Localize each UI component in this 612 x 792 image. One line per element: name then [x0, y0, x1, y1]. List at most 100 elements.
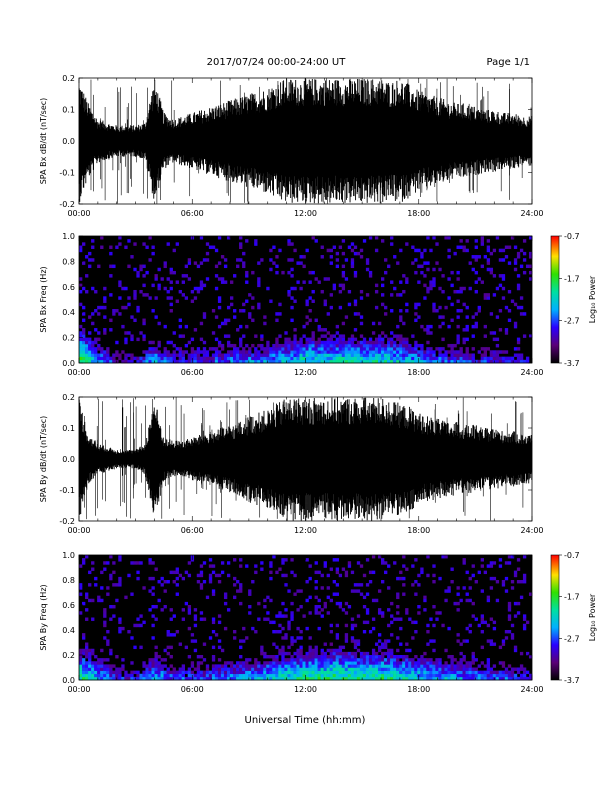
spectrogram-cell — [103, 658, 107, 662]
spectrogram-cell — [211, 564, 216, 568]
spectrogram-cell — [335, 664, 340, 668]
spectrogram-cell — [251, 580, 255, 584]
spectrogram-cell — [214, 573, 219, 578]
spectrogram-cell — [507, 617, 512, 621]
spectrogram-cell — [374, 676, 379, 681]
spectrogram-cell — [338, 350, 343, 354]
spectrogram-cell — [214, 676, 219, 681]
spectrogram-cell — [459, 353, 463, 357]
spectrogram-cell — [88, 350, 92, 354]
spectrogram-cell — [432, 356, 436, 361]
spectrogram-cell — [254, 239, 258, 243]
spectrogram-cell — [393, 658, 397, 662]
spectrogram-cell — [245, 661, 249, 665]
spectrogram-cell — [347, 664, 352, 668]
spectrogram-cell — [408, 347, 412, 351]
spectrogram-cell — [151, 245, 155, 249]
spectrogram-cell — [239, 564, 243, 568]
spectrogram-cell — [308, 636, 312, 640]
spectrogram-cell — [226, 353, 231, 357]
spectrogram-cell — [109, 555, 113, 559]
spectrogram-cell — [468, 356, 472, 361]
spectrogram-cell — [293, 299, 297, 303]
spectrogram-cell — [85, 642, 89, 646]
spectrogram-cell — [335, 251, 340, 256]
spectrogram-cell — [486, 248, 491, 253]
spectrogram-cell — [356, 589, 361, 593]
spectrogram-cell — [447, 664, 451, 668]
spectrogram-cell — [223, 626, 228, 631]
spectrogram-cell — [281, 636, 285, 640]
spectrogram-cell — [474, 255, 478, 259]
plot-title: 2017/07/24 00:00-24:00 UT — [207, 57, 347, 68]
spectrogram-cell — [163, 673, 167, 678]
spectrogram-cell — [465, 353, 469, 357]
spectrogram-cell — [205, 670, 210, 675]
spectrogram-cell — [483, 350, 487, 354]
spectrogram-cell — [166, 340, 170, 345]
spectrogram-cell — [193, 648, 198, 653]
spectrogram-cell — [151, 586, 155, 590]
spectrogram-cell — [88, 264, 92, 269]
spectrogram-cell — [323, 299, 327, 303]
spectrogram-cell — [465, 356, 469, 361]
spectrogram-cell — [172, 248, 176, 253]
spectrogram-cell — [130, 353, 134, 357]
spectrogram-cell — [489, 667, 494, 671]
spectrogram-cell — [236, 667, 240, 671]
spectrogram-cell — [396, 648, 400, 653]
spectrogram-cell — [387, 343, 391, 348]
spectrogram-cell — [157, 340, 161, 345]
spectrogram-cell — [377, 337, 382, 342]
spectrogram-cell — [82, 673, 86, 678]
spectrogram-cell — [332, 670, 336, 675]
spectrogram-cell — [142, 242, 146, 246]
spectrogram-cell — [169, 356, 173, 361]
y-tick-label: 0.2 — [62, 393, 75, 402]
spectrogram-cell — [456, 299, 460, 303]
spectrogram-cell — [341, 270, 346, 275]
spectrogram-cell — [103, 356, 107, 361]
spectrogram-cell — [320, 676, 324, 681]
spectrogram-cell — [236, 264, 240, 269]
spectrogram-cell — [296, 673, 300, 678]
spectrogram-cell — [396, 359, 400, 364]
spectrogram-cell — [456, 670, 460, 675]
spectrogram-cell — [368, 274, 373, 278]
spectrogram-cell — [248, 293, 252, 297]
spectrogram-cell — [233, 353, 237, 357]
spectrogram-cell — [142, 283, 146, 288]
spectrogram-cell — [432, 580, 436, 584]
spectrogram-cell — [359, 651, 364, 656]
spectrogram-cell — [492, 350, 497, 354]
spectrogram-cell — [423, 359, 427, 364]
spectrogram-cell — [429, 617, 433, 621]
spectrogram-cell — [353, 661, 358, 665]
spectrogram-cell — [356, 661, 361, 665]
spectrogram-cell — [347, 658, 352, 662]
spectrogram-cell — [429, 280, 433, 284]
spectrogram-cell — [82, 664, 86, 668]
spectrogram-cell — [332, 651, 336, 656]
spectrogram-cell — [344, 623, 349, 628]
spectrogram-cell — [519, 667, 524, 671]
spectrogram-cell — [399, 280, 403, 284]
spectrogram-cell — [263, 664, 267, 668]
colorbar-tick-label: -2.7 — [564, 317, 580, 326]
spectrogram-cell — [97, 670, 101, 675]
spectrogram-cell — [233, 673, 237, 678]
spectrogram-cell — [474, 312, 478, 316]
spectrogram-cell — [329, 356, 333, 361]
spectrogram-cell — [251, 664, 255, 668]
spectrogram-cell — [314, 350, 318, 354]
spectrogram-cell — [239, 639, 243, 643]
spectrogram-cell — [417, 248, 421, 253]
spectrogram-cell — [405, 242, 409, 246]
spectrogram-cell — [236, 328, 240, 332]
spectrogram-cell — [263, 651, 267, 656]
spectrogram-cell — [438, 267, 442, 272]
spectrogram-cell — [226, 318, 231, 323]
spectrogram-cell — [248, 315, 252, 319]
spectrogram-cell — [139, 267, 143, 272]
spectrogram-cell — [91, 359, 95, 364]
